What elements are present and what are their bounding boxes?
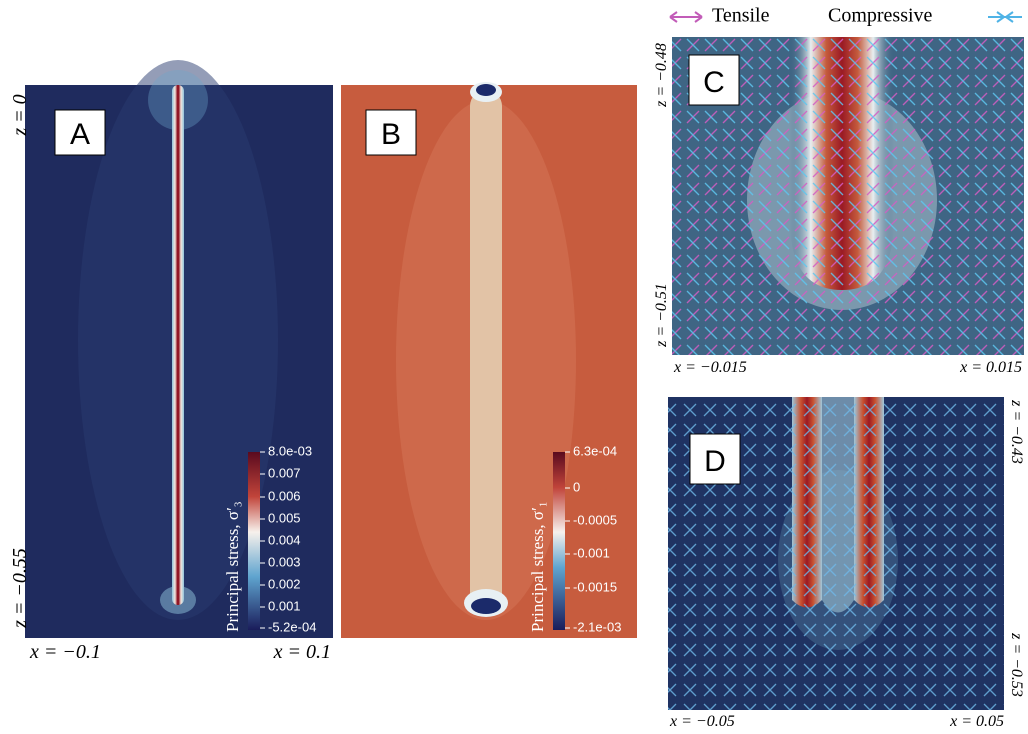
colorbar-tick-label: -2.1e-03: [573, 619, 621, 634]
colorbar-ticks: 6.3e-04 0 -0.0005 -0.001 -0.0015 -2.1e-03: [565, 443, 621, 634]
legend-label: Compressive: [828, 5, 933, 27]
colorbar-tick-label: 0.002: [268, 576, 301, 591]
colorbar-title: Principal stress, σ′₃: [223, 501, 242, 632]
panel-b: B Principal stress, σ′₁ 6.3e-04 0 -0.0005 -…: [341, 82, 637, 638]
colorbar-tick-label: -0.001: [573, 545, 610, 560]
tip: [476, 84, 496, 96]
panel-a: A Principal stress, σ′₃ 8.0e-03 0.007 0.00…: [9, 60, 333, 663]
x-label: x = −0.1: [29, 641, 101, 663]
panel-label: B: [381, 118, 401, 151]
panel-c: C z = −0.48 z = −0.51 x = −0.015 x = 0.0…: [653, 37, 1024, 376]
z-label: z = 0: [9, 94, 31, 136]
colorbar-tick-label: 0.005: [268, 510, 301, 525]
label-box: [688, 54, 740, 106]
crack: [470, 90, 502, 610]
z-label: z = −0.51: [653, 283, 670, 348]
z-label: z = −0.55: [9, 548, 31, 629]
legend-label: Tensile: [712, 5, 770, 27]
colorbar-tick-label: 6.3e-04: [573, 443, 617, 458]
colorbar-tick-label: 0.006: [268, 488, 301, 503]
z-label: z = −0.53: [1008, 632, 1025, 697]
colorbar-tick-label: -0.0005: [573, 512, 617, 527]
x-label: x = 0.05: [949, 713, 1004, 730]
panel-label: D: [704, 445, 726, 478]
colorbar-title: Principal stress, σ′₁: [528, 501, 547, 632]
colorbar-tick-label: 0.004: [268, 532, 301, 547]
label-box: [689, 433, 741, 485]
colorbar-tick-label: 8.0e-03: [268, 443, 312, 458]
x-label: x = −0.05: [669, 713, 735, 730]
colorbar-tick-label: 0.001: [268, 598, 301, 613]
colorbar-tick-label: -0.0015: [573, 579, 617, 594]
colorbar: [248, 452, 260, 630]
legend: Tensile Compressive: [669, 5, 1022, 27]
z-label: z = −0.43: [1008, 399, 1025, 464]
colorbar-ticks: 8.0e-03 0.007 0.006 0.005 0.004 0.003 0.002 0.0…: [260, 443, 316, 634]
label-box: [365, 109, 417, 156]
colorbar: [553, 452, 565, 630]
colorbar-tick-label: 0: [573, 479, 580, 494]
panel-d: D z = −0.43 z = −0.53 x = −0.05 x = 0.05: [668, 397, 1025, 730]
compressive-arrow: [988, 11, 1022, 23]
panel-label: C: [703, 66, 725, 99]
colorbar-tick-label: 0.003: [268, 554, 301, 569]
label-box: [54, 109, 106, 156]
x-label: x = 0.1: [273, 641, 331, 663]
colorbar-tick-label: 0.007: [268, 465, 301, 480]
colorbar-tick-label: -5.2e-04: [268, 619, 316, 634]
tip: [471, 598, 501, 614]
tensile-arrow: [669, 11, 703, 23]
crack: [172, 85, 184, 605]
panel-label: A: [70, 118, 90, 151]
z-label: z = −0.48: [653, 43, 670, 108]
x-label: x = 0.015: [959, 359, 1022, 376]
x-label: x = −0.015: [673, 359, 747, 376]
